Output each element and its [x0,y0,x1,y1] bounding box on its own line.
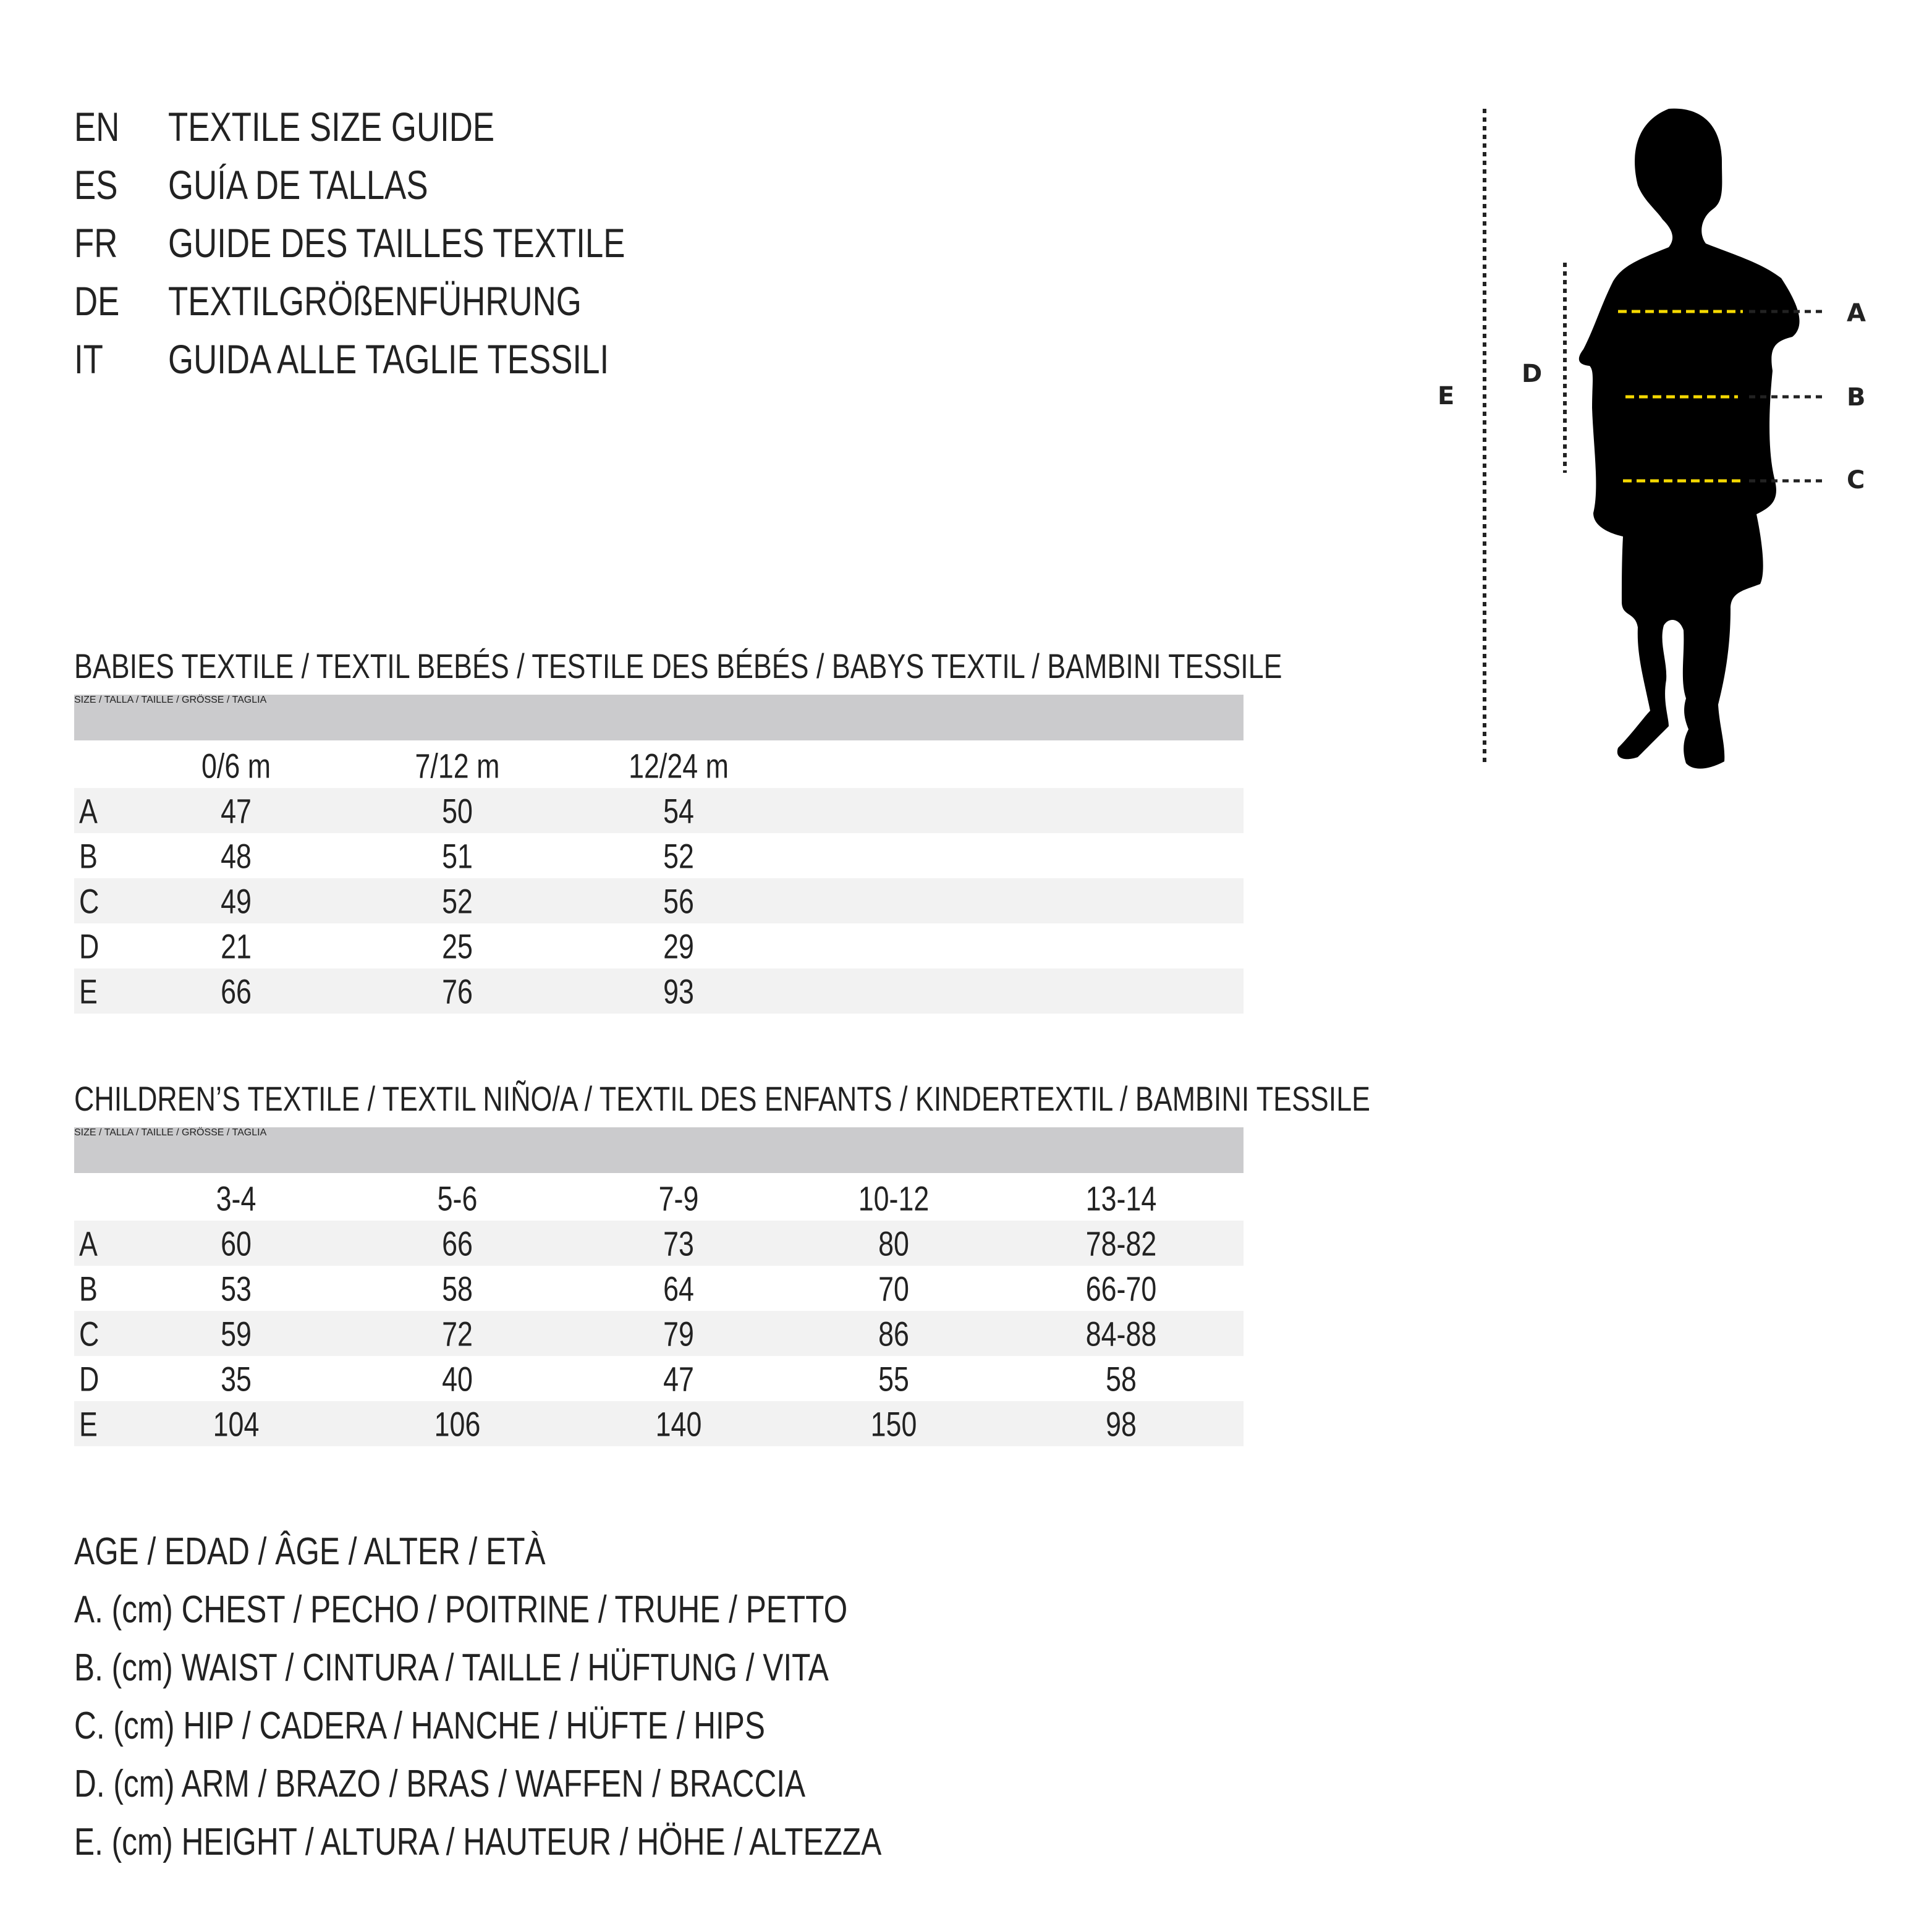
table-cell: 76 [442,972,473,1010]
row-label: A [79,791,98,830]
table-row: B 53 58 64 70 66-70 [74,1266,1244,1311]
column-header: 7/12 m [415,746,500,785]
row-label: E [79,972,98,1010]
column-header: 5-6 [437,1179,478,1218]
title-language-code: EN [74,104,120,150]
table-row: B 48 51 52 [74,833,1244,878]
children-heading: CHILDREN’S TEXTILE / TEXTIL NIÑO/A / TEX… [74,1079,1371,1118]
table-cell: 79 [663,1314,694,1353]
table-cell: 54 [663,791,694,830]
table-cell: 58 [442,1269,473,1308]
title-language-code: ES [74,162,118,208]
child-silhouette-icon [1578,108,1800,769]
legend-line: B. (cm) WAIST / CINTURA / TAILLE / HÜFTU… [74,1646,829,1689]
babies-column-header-row: 0/6 m 7/12 m 12/24 m [74,743,1244,788]
table-row: E 104 106 140 150 98 [74,1401,1244,1446]
title-language-code: FR [74,220,118,266]
table-cell: 47 [663,1359,694,1398]
table-cell: 60 [221,1224,252,1263]
title-language-code: DE [74,278,120,324]
table-row: D 35 40 47 55 58 [74,1356,1244,1401]
table-cell: 40 [442,1359,473,1398]
table-cell: 21 [221,926,252,965]
table-cell: 35 [221,1359,252,1398]
table-cell: 25 [442,926,473,965]
row-label: C [79,881,100,920]
row-label: C [79,1314,100,1353]
table-cell: 80 [878,1224,909,1263]
table-cell: 104 [213,1404,260,1443]
table-row: A 60 66 73 80 78-82 [74,1221,1244,1266]
table-cell: 93 [663,972,694,1010]
label-d: D [1522,360,1542,388]
table-cell: 50 [442,791,473,830]
row-label: B [79,1269,98,1308]
children-column-header-row: 3-4 5-6 7-9 10-12 13-14 [74,1176,1244,1221]
legend-line: A. (cm) CHEST / PECHO / POITRINE / TRUHE… [74,1588,848,1631]
title-language-code: IT [74,336,103,382]
title-text: GUIDE DES TAILLES TEXTILE [168,220,625,266]
children-size-header: SIZE / TALLA / TAILLE / GRÖSSE / TAGLIA [74,1127,267,1138]
label-e: E [1438,382,1454,410]
label-a: A [1847,299,1866,328]
legend-line: E. (cm) HEIGHT / ALTURA / HAUTEUR / HÖHE… [74,1821,882,1863]
column-header: 12/24 m [629,746,729,785]
table-row: E 66 76 93 [74,968,1244,1014]
table-cell: 58 [1106,1359,1137,1398]
title-text: TEXTILGRÖßENFÜHRUNG [168,278,582,324]
table-cell: 86 [878,1314,909,1353]
table-cell: 52 [663,836,694,875]
table-cell: 106 [434,1404,481,1443]
title-text: GUIDA ALLE TAGLIE TESSILI [168,336,609,382]
table-cell: 51 [442,836,473,875]
legend-line: D. (cm) ARM / BRAZO / BRAS / WAFFEN / BR… [74,1763,806,1805]
legend-line: AGE / EDAD / ÂGE / ALTER / ETÀ [74,1530,546,1573]
table-cell: 55 [878,1359,909,1398]
table-cell: 98 [1106,1404,1137,1443]
babies-size-header-bar: SIZE / TALLA / TAILLE / GRÖSSE / TAGLIA [74,695,1244,740]
row-label: B [79,836,98,875]
table-cell: 59 [221,1314,252,1353]
title-text: TEXTILE SIZE GUIDE [168,104,495,150]
table-cell: 140 [655,1404,702,1443]
column-header: 7-9 [658,1179,699,1218]
table-cell: 66 [221,972,252,1010]
table-cell: 73 [663,1224,694,1263]
column-header: 0/6 m [201,746,271,785]
table-cell: 53 [221,1269,252,1308]
row-label: E [79,1404,98,1443]
table-row: C 49 52 56 [74,878,1244,923]
table-cell: 78-82 [1085,1224,1157,1263]
column-header: 13-14 [1085,1179,1157,1218]
label-b: B [1847,383,1866,412]
table-row: D 21 25 29 [74,923,1244,968]
table-cell: 70 [878,1269,909,1308]
table-cell: 29 [663,926,694,965]
babies-size-header: SIZE / TALLA / TAILLE / GRÖSSE / TAGLIA [74,695,267,705]
legend-line: C. (cm) HIP / CADERA / HANCHE / HÜFTE / … [74,1705,765,1747]
title-text: GUÍA DE TALLAS [168,162,428,208]
table-cell: 72 [442,1314,473,1353]
table-cell: 47 [221,791,252,830]
table-cell: 66-70 [1085,1269,1157,1308]
table-cell: 150 [870,1404,917,1443]
label-c: C [1847,466,1865,494]
table-cell: 56 [663,881,694,920]
column-header: 3-4 [216,1179,256,1218]
row-label: D [79,1359,100,1398]
table-cell: 48 [221,836,252,875]
table-cell: 64 [663,1269,694,1308]
table-row: C 59 72 79 86 84-88 [74,1311,1244,1356]
table-cell: 66 [442,1224,473,1263]
row-label: D [79,926,100,965]
babies-heading: BABIES TEXTILE / TEXTIL BEBÉS / TESTILE … [74,646,1282,685]
row-label: A [79,1224,98,1263]
children-size-header-bar: SIZE / TALLA / TAILLE / GRÖSSE / TAGLIA [74,1127,1244,1173]
table-cell: 49 [221,881,252,920]
table-row: A 47 50 54 [74,788,1244,833]
table-cell: 84-88 [1085,1314,1157,1353]
table-cell: 52 [442,881,473,920]
column-header: 10-12 [858,1179,930,1218]
